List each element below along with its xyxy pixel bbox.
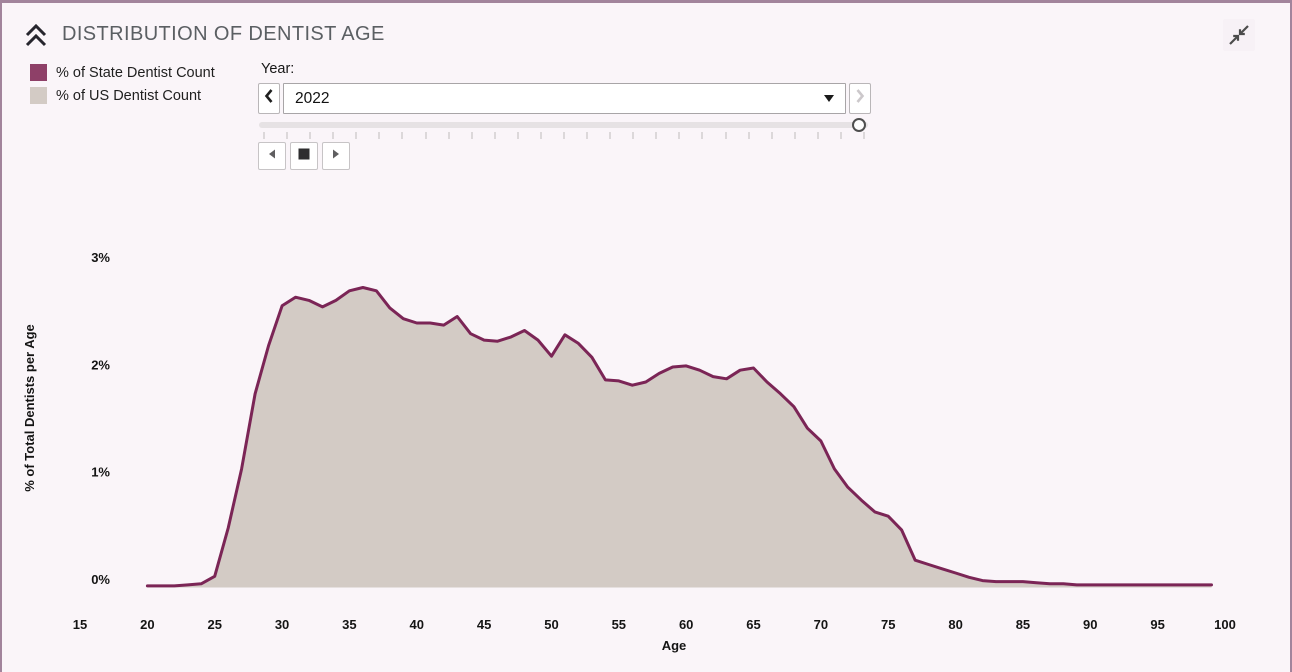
- year-dropdown-value: 2022: [295, 89, 330, 107]
- step-forward-button[interactable]: [322, 142, 350, 170]
- legend-swatch-state: [30, 64, 47, 81]
- y-axis-title: % of Total Dentists per Age: [22, 324, 37, 492]
- age-distribution-chart[interactable]: 0% 1% 2% 3% 15 20 25 30 35 40 45 50 55 60 65 70 75 80 85 90…: [2, 3, 1292, 672]
- chevron-left-icon: [262, 87, 276, 110]
- us-dentist-area: [147, 287, 1212, 588]
- page-title: DISTRIBUTION OF DENTIST AGE: [62, 23, 385, 45]
- year-slider-handle[interactable]: [852, 118, 866, 132]
- x-tick-label: 30: [275, 617, 289, 632]
- year-slider-track[interactable]: [259, 122, 868, 128]
- x-tick-label: 65: [746, 617, 760, 632]
- legend-label-us: % of US Dentist Count: [56, 87, 202, 104]
- x-tick-label: 90: [1083, 617, 1097, 632]
- triangle-right-icon: [330, 147, 342, 165]
- triangle-left-icon: [266, 147, 278, 165]
- x-tick-label: 80: [948, 617, 962, 632]
- year-dropdown[interactable]: 2022: [283, 83, 846, 114]
- x-tick-label: 100: [1214, 617, 1236, 632]
- x-tick-label: 35: [342, 617, 356, 632]
- state-dentist-line: [145, 286, 1213, 588]
- y-tick-label: 1%: [91, 465, 110, 480]
- chevron-right-icon: [853, 87, 867, 110]
- year-label: Year:: [261, 61, 295, 77]
- x-tick-label: 15: [73, 617, 87, 632]
- y-tick-label: 2%: [91, 357, 110, 372]
- x-tick-label: 95: [1150, 617, 1164, 632]
- caret-down-icon: [824, 95, 834, 102]
- x-tick-label: 60: [679, 617, 693, 632]
- minimize-view-button[interactable]: [1223, 19, 1255, 51]
- stop-button[interactable]: [290, 142, 318, 170]
- x-tick-label: 25: [207, 617, 221, 632]
- playback-controls: [258, 142, 350, 170]
- next-year-button[interactable]: [849, 83, 871, 114]
- previous-year-button[interactable]: [258, 83, 280, 114]
- x-tick-label: 70: [814, 617, 828, 632]
- step-back-button[interactable]: [258, 142, 286, 170]
- legend-item-state: % of State Dentist Count: [30, 64, 215, 81]
- collapse-panel-button[interactable]: [20, 18, 52, 50]
- year-slider-ticks: [259, 131, 868, 140]
- x-axis-title: Age: [662, 638, 687, 653]
- x-tick-label: 20: [140, 617, 154, 632]
- x-tick-label: 50: [544, 617, 558, 632]
- x-tick-label: 45: [477, 617, 491, 632]
- x-tick-label: 40: [410, 617, 424, 632]
- legend-swatch-us: [30, 87, 47, 104]
- y-tick-label: 0%: [91, 572, 110, 587]
- legend-item-us: % of US Dentist Count: [30, 87, 215, 104]
- y-tick-label: 3%: [91, 250, 110, 265]
- chart-legend: % of State Dentist Count % of US Dentist…: [30, 64, 215, 110]
- legend-label-state: % of State Dentist Count: [56, 64, 215, 81]
- x-tick-label: 55: [612, 617, 626, 632]
- x-tick-label: 85: [1016, 617, 1030, 632]
- stop-square-icon: [298, 147, 310, 165]
- x-tick-label: 75: [881, 617, 895, 632]
- chevrons-up-icon: [20, 23, 52, 54]
- collapse-diagonal-arrows-icon: [1223, 25, 1255, 55]
